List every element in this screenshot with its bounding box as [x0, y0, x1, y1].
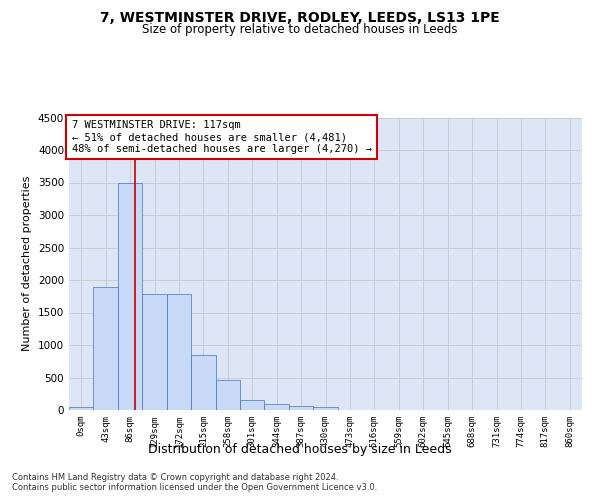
Text: Contains HM Land Registry data © Crown copyright and database right 2024.: Contains HM Land Registry data © Crown c… — [12, 473, 338, 482]
Bar — [191, 356, 215, 410]
Bar — [69, 407, 94, 410]
Bar — [142, 294, 167, 410]
Y-axis label: Number of detached properties: Number of detached properties — [22, 176, 32, 352]
Text: 7 WESTMINSTER DRIVE: 117sqm
← 51% of detached houses are smaller (4,481)
48% of : 7 WESTMINSTER DRIVE: 117sqm ← 51% of det… — [71, 120, 371, 154]
Bar — [313, 407, 338, 410]
Bar — [265, 404, 289, 410]
Text: 7, WESTMINSTER DRIVE, RODLEY, LEEDS, LS13 1PE: 7, WESTMINSTER DRIVE, RODLEY, LEEDS, LS1… — [100, 10, 500, 24]
Text: Size of property relative to detached houses in Leeds: Size of property relative to detached ho… — [142, 22, 458, 36]
Bar — [94, 286, 118, 410]
Text: Contains public sector information licensed under the Open Government Licence v3: Contains public sector information licen… — [12, 483, 377, 492]
Text: Distribution of detached houses by size in Leeds: Distribution of detached houses by size … — [148, 444, 452, 456]
Bar — [289, 406, 313, 410]
Bar — [167, 294, 191, 410]
Bar — [215, 380, 240, 410]
Bar — [118, 182, 142, 410]
Bar — [240, 400, 265, 410]
